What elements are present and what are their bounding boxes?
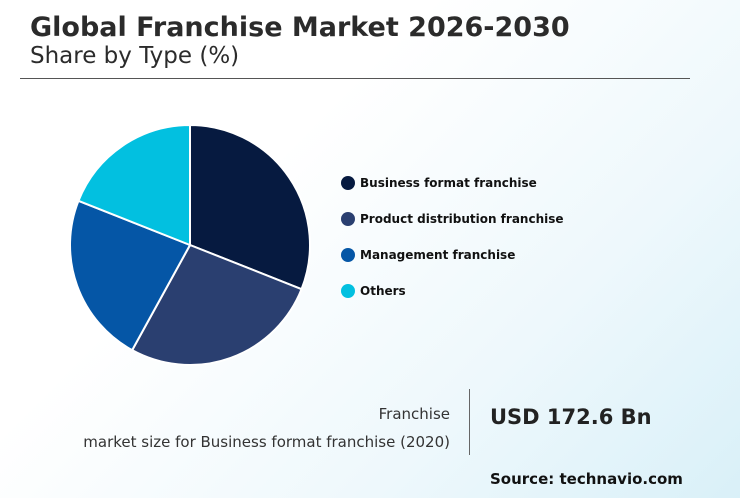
source-credit: Source: technavio.com (490, 470, 683, 488)
legend-item: Others (341, 282, 564, 300)
title-divider (20, 78, 690, 79)
legend-label: Business format franchise (360, 176, 537, 190)
legend: Business format franchise Product distrib… (341, 174, 564, 318)
legend-swatch (341, 284, 355, 298)
legend-swatch (341, 212, 355, 226)
pie-slice-others (77, 123, 191, 247)
chart-title: Global Franchise Market 2026-2030 (30, 12, 570, 43)
pie-chart (69, 123, 311, 366)
legend-swatch (341, 176, 355, 190)
chart-subtitle: Share by Type (%) (30, 43, 240, 69)
pie-slice-management-franchise (69, 199, 192, 352)
legend-item: Management franchise (341, 246, 564, 264)
legend-item: Business format franchise (341, 174, 564, 192)
legend-label: Others (360, 284, 406, 298)
market-size-label-line2: market size for Business format franchis… (83, 433, 450, 451)
legend-item: Product distribution franchise (341, 210, 564, 228)
legend-swatch (341, 248, 355, 262)
market-size-value: USD 172.6 Bn (490, 405, 652, 429)
stat-divider (469, 389, 470, 455)
legend-label: Product distribution franchise (360, 212, 564, 226)
market-size-label: Franchise market size for Business forma… (83, 400, 450, 456)
pie-slice-business-format-franchise (189, 123, 311, 291)
legend-label: Management franchise (360, 248, 516, 262)
market-size-label-line1: Franchise (378, 405, 450, 423)
